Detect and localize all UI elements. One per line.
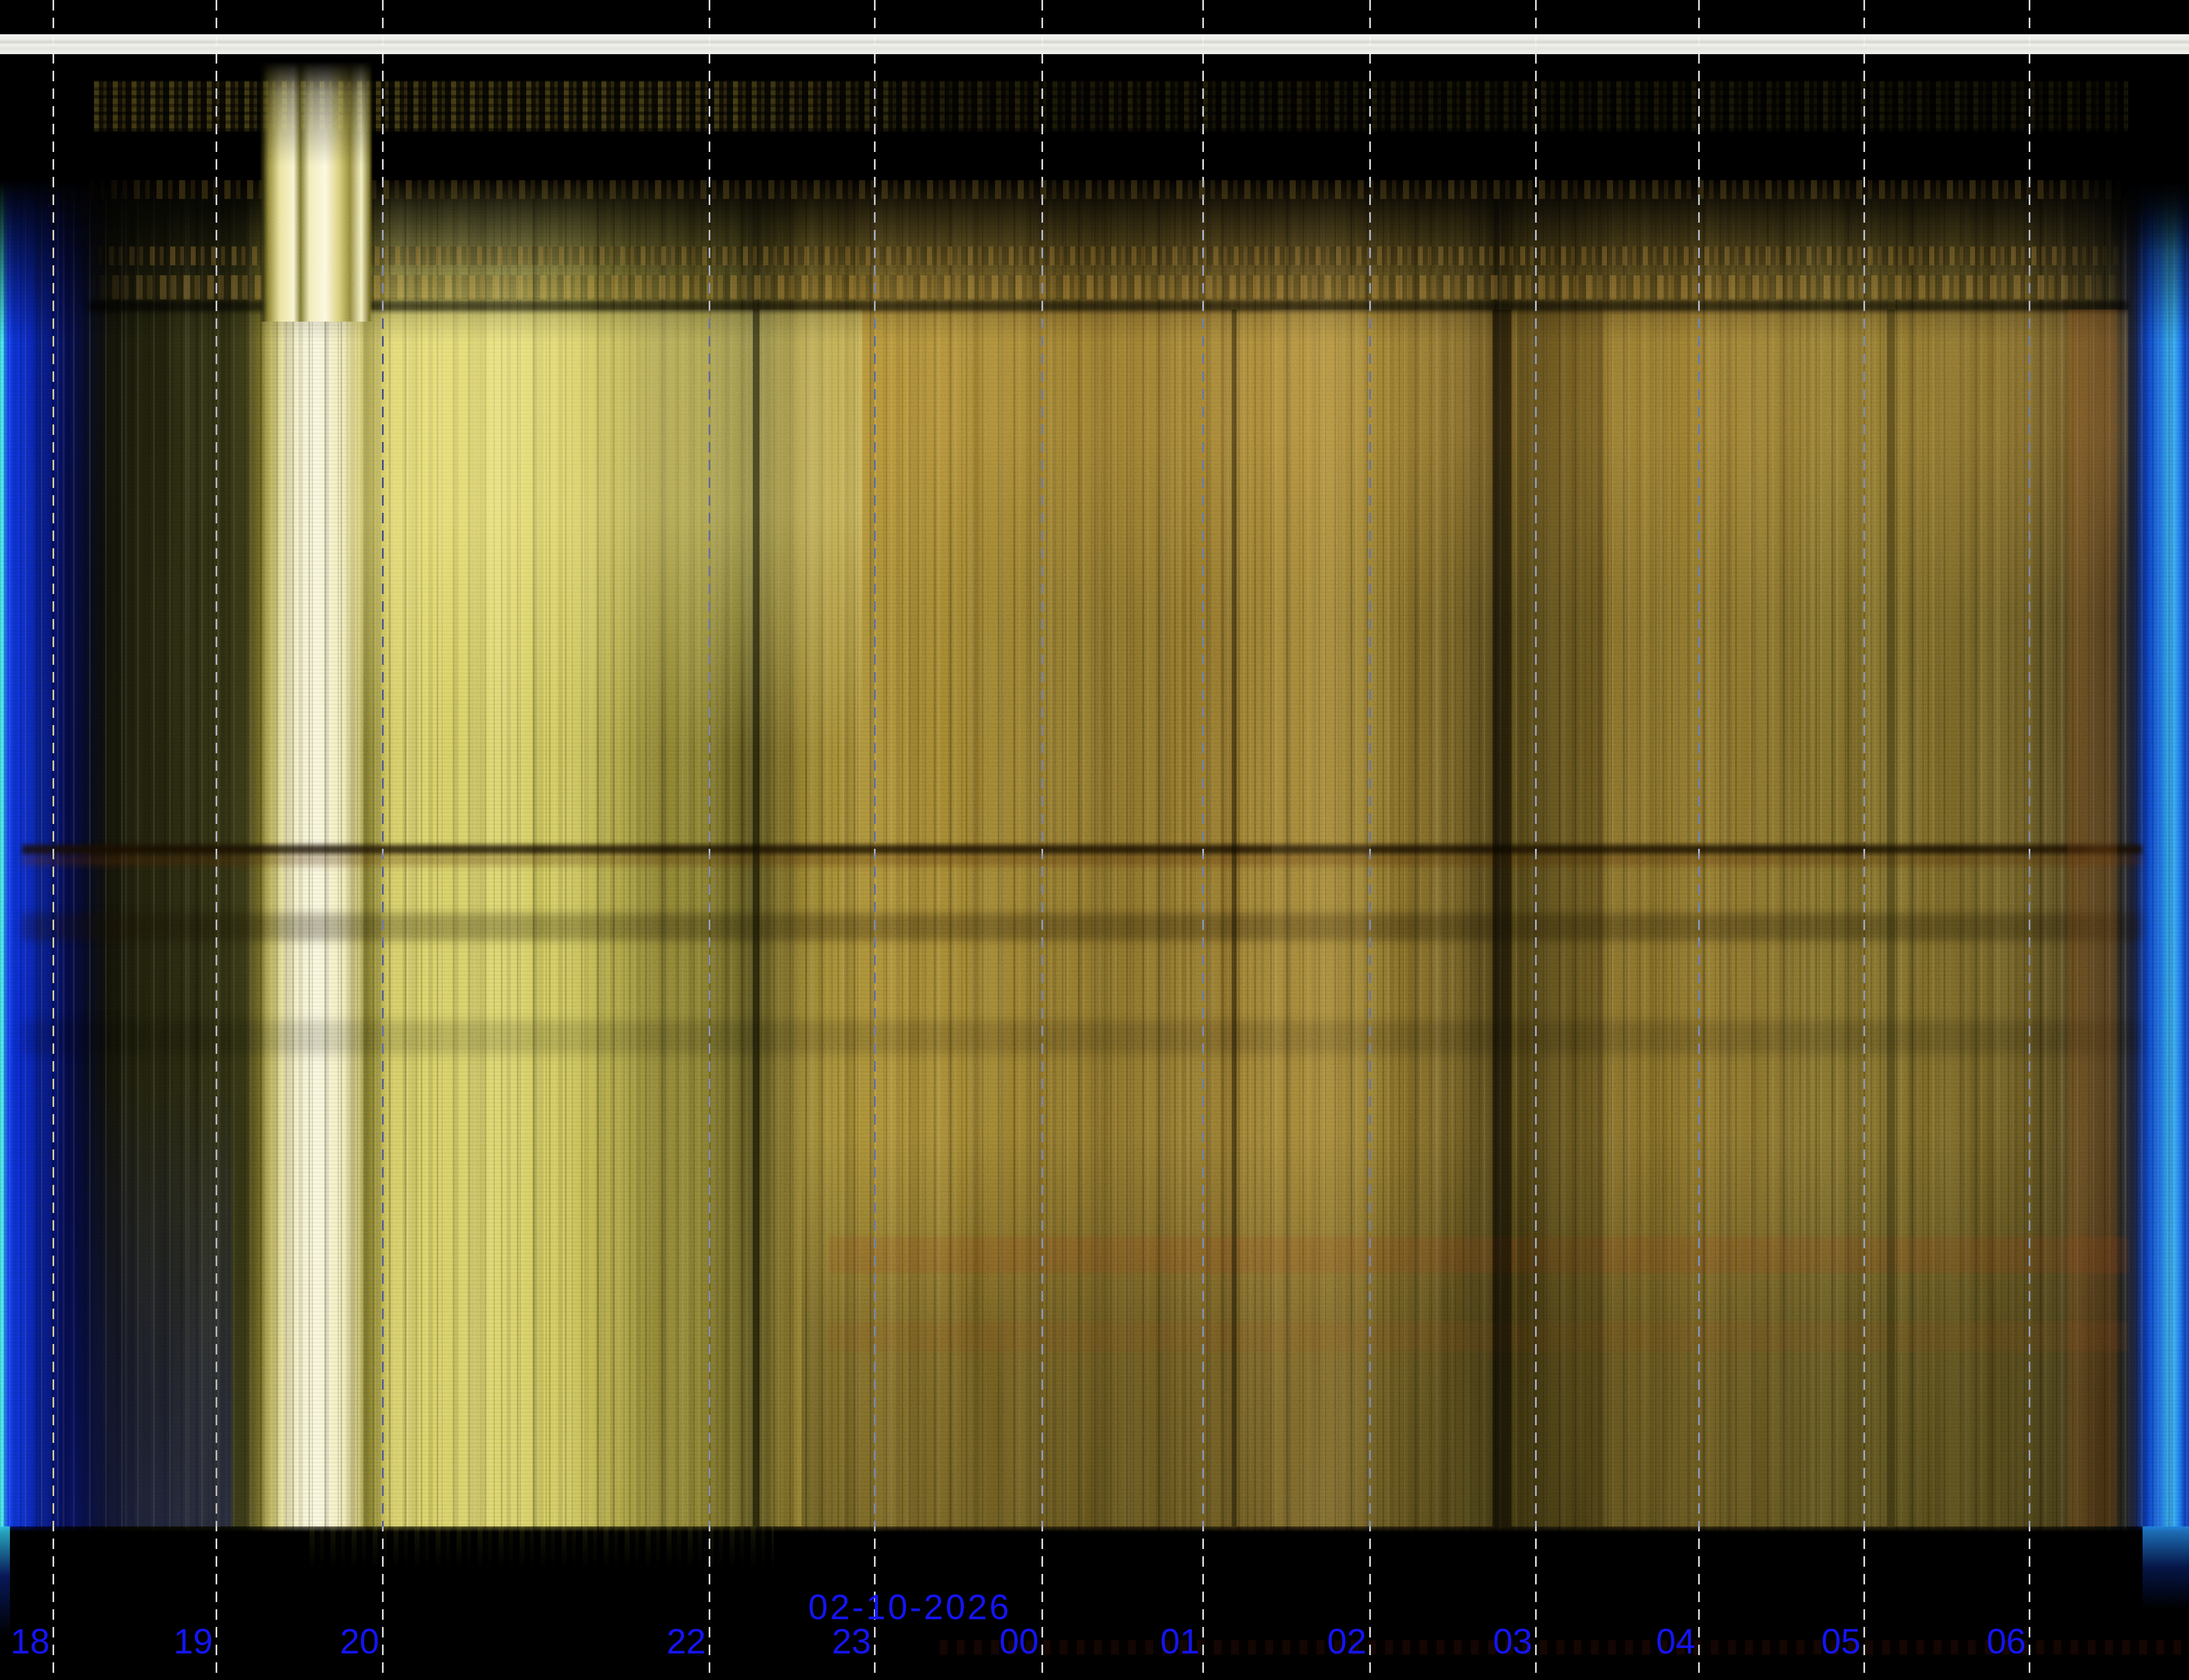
- hour-label-18: 18: [10, 1621, 50, 1661]
- gridline-00: [1041, 0, 1043, 1680]
- gridline-22: [709, 0, 710, 1680]
- gridline-06: [2029, 0, 2030, 1680]
- hour-label-23: 23: [831, 1621, 871, 1661]
- hour-label-04: 04: [1656, 1621, 1695, 1661]
- gridline-01: [1202, 0, 1204, 1680]
- hour-label-19: 19: [173, 1621, 213, 1661]
- date-label: 02-10-2026: [808, 1587, 1012, 1627]
- gridline-02: [1369, 0, 1371, 1680]
- bottom-black-margin: [0, 1526, 2189, 1680]
- hour-label-20: 20: [339, 1621, 379, 1661]
- bottom-streak-residue: [310, 1526, 774, 1569]
- hour-label-01: 01: [1160, 1621, 1200, 1661]
- gridline-04: [1698, 0, 1700, 1680]
- gridline-23: [874, 0, 876, 1680]
- hour-label-22: 22: [666, 1621, 706, 1661]
- hour-label-06: 06: [1986, 1621, 2026, 1661]
- faint-residue-row: [940, 1640, 2189, 1655]
- hour-label-02: 02: [1327, 1621, 1366, 1661]
- bottom-right-blue-fade: [2143, 1526, 2189, 1609]
- hour-label-00: 00: [999, 1621, 1039, 1661]
- gridline-03: [1535, 0, 1537, 1680]
- gridline-18: [53, 0, 54, 1680]
- overexposed-white-strip: [0, 34, 2189, 54]
- hour-label-05: 05: [1821, 1621, 1861, 1661]
- bottom-left-blue-fade: [0, 1526, 10, 1637]
- gridline-19: [216, 0, 217, 1680]
- hour-label-03: 03: [1492, 1621, 1532, 1661]
- gridline-05: [1863, 0, 1865, 1680]
- gridline-20: [382, 0, 384, 1680]
